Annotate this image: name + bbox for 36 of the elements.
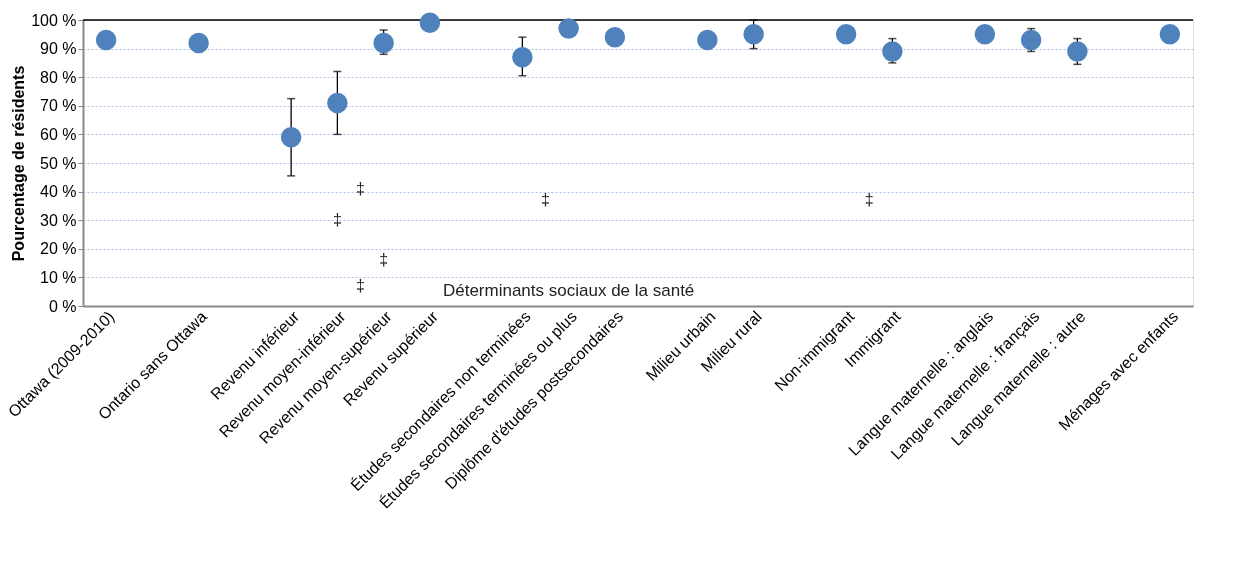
y-tick-label: 80 % [40, 68, 77, 86]
point [974, 24, 996, 45]
point [882, 41, 903, 62]
point [419, 12, 441, 34]
point [697, 29, 718, 51]
point [835, 24, 857, 45]
point [373, 32, 394, 54]
y-tick-label: 40 % [40, 183, 77, 201]
y-tick-label: 70 % [40, 97, 77, 115]
y-tick-label: 50 % [40, 154, 77, 172]
y-tick-label: 10 % [40, 268, 77, 286]
y-tick-label: 60 % [40, 125, 77, 143]
annotation: ‡ [356, 179, 365, 197]
point [558, 18, 579, 39]
point [1159, 24, 1181, 45]
annotation: ‡ [864, 191, 874, 209]
annotation: ‡ [379, 251, 389, 269]
annotation: ‡ [541, 191, 550, 209]
y-tick-label: 90 % [40, 40, 77, 58]
point [188, 32, 209, 54]
point [743, 24, 764, 45]
annotation: ‡ [356, 276, 365, 294]
x-axis-title: Déterminants sociaux de la santé [442, 281, 695, 300]
point [95, 29, 117, 51]
point [1020, 29, 1042, 51]
annotation: ‡ [332, 211, 342, 229]
y-tick-label: 100 % [31, 11, 77, 29]
y-tick-label: 0 % [48, 297, 77, 315]
y-tick-label: 20 % [40, 240, 77, 258]
point [512, 46, 533, 68]
point [604, 26, 626, 48]
point [280, 127, 302, 148]
point [1067, 41, 1088, 62]
point [327, 92, 348, 114]
y-tick-label: 30 % [40, 211, 77, 229]
y-axis-title: Pourcentage de résidents [10, 65, 28, 262]
